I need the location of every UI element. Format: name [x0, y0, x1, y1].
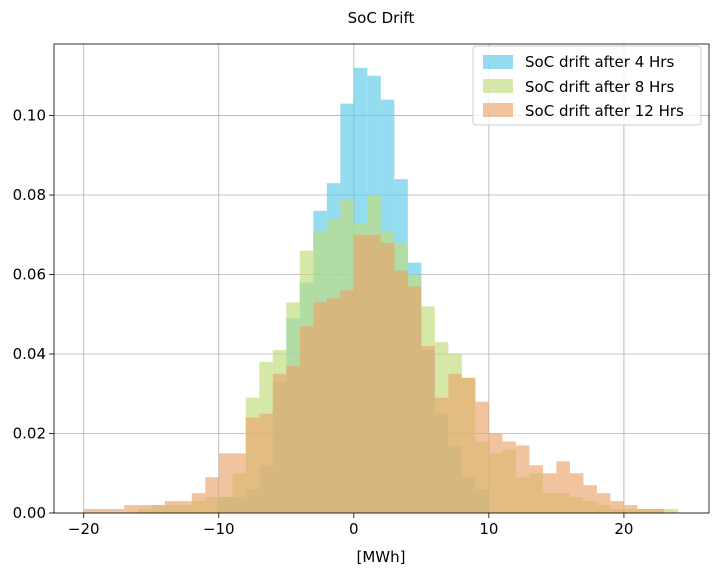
x-tick-label: 20	[614, 520, 633, 538]
histogram-bar	[515, 445, 530, 513]
histogram-bar	[434, 397, 449, 513]
histogram-bar	[407, 286, 422, 513]
y-tick-label: 0.10	[13, 107, 46, 125]
histogram-bar	[488, 433, 503, 513]
histogram-bar	[596, 493, 611, 513]
histogram-bar	[529, 465, 543, 513]
histogram-bar	[97, 509, 111, 513]
legend-label-4h: SoC drift after 4 Hrs	[525, 53, 674, 71]
histogram-bar	[380, 242, 395, 513]
histogram-bar	[110, 509, 125, 513]
legend-label-12h: SoC drift after 12 Hrs	[525, 102, 684, 120]
histogram-bar	[205, 477, 219, 513]
histogram-bar	[461, 377, 476, 513]
histogram-bar	[502, 441, 516, 513]
histogram-bar	[245, 417, 260, 513]
histogram-bar	[583, 485, 597, 513]
y-tick-label: 0.04	[13, 345, 46, 363]
histogram-bar	[556, 461, 570, 513]
chart-title: SoC Drift	[348, 9, 415, 27]
legend-swatch-8h	[483, 79, 513, 93]
histogram-bar	[164, 501, 179, 513]
histogram-bar	[664, 509, 678, 513]
histogram-bar	[313, 302, 327, 513]
histogram-bar	[326, 298, 341, 513]
histogram-bar	[137, 505, 152, 513]
y-tick-label: 0.02	[13, 425, 46, 443]
histogram-bar	[542, 473, 557, 513]
plot-frame	[53, 43, 710, 514]
histogram-bar	[286, 365, 300, 513]
histogram-bar	[178, 501, 192, 513]
legend-label-8h: SoC drift after 8 Hrs	[525, 78, 674, 96]
histogram-bar	[367, 234, 381, 513]
histogram-bar	[218, 453, 233, 513]
x-tick-label: −20	[68, 520, 100, 538]
x-tick-label: −10	[203, 520, 235, 538]
legend-swatch-12h	[483, 103, 513, 117]
histogram-bar	[623, 505, 638, 513]
histogram-bar	[151, 505, 165, 513]
series-2-bars	[83, 234, 665, 513]
y-tick-label: 0.08	[13, 186, 46, 204]
histogram-bar	[272, 373, 287, 513]
legend: SoC drift after 4 Hrs SoC drift after 8 …	[472, 45, 702, 126]
histogram-bar	[421, 346, 435, 513]
histogram-bar	[232, 453, 246, 513]
histogram-bar	[569, 473, 584, 513]
histogram-bar	[610, 501, 624, 513]
histogram-bar	[637, 509, 651, 513]
histogram-bar	[124, 505, 138, 513]
histogram-bar	[340, 290, 354, 513]
histogram-bar	[83, 509, 98, 513]
histogram-bar	[353, 234, 368, 513]
histogram-bar	[448, 373, 462, 513]
histogram-bar	[394, 270, 408, 513]
histogram-bar	[299, 326, 314, 513]
histogram-bar	[475, 401, 489, 513]
x-tick-label: 10	[479, 520, 498, 538]
y-tick-label: 0.00	[13, 504, 46, 522]
histogram-bar	[191, 493, 206, 513]
histogram-bar	[259, 413, 273, 513]
y-tick-label: 0.06	[13, 266, 46, 284]
x-axis-label: [MWh]	[357, 548, 406, 566]
x-tick-label: 0	[349, 520, 359, 538]
histogram-bars	[83, 67, 678, 514]
legend-frame	[472, 45, 702, 126]
axes: −20 −10 0 10 20 0.00 0.02 0.04 0.06 0.08 0.10	[13, 43, 710, 538]
legend-swatch-4h	[483, 55, 513, 69]
histogram-bar	[650, 509, 665, 513]
